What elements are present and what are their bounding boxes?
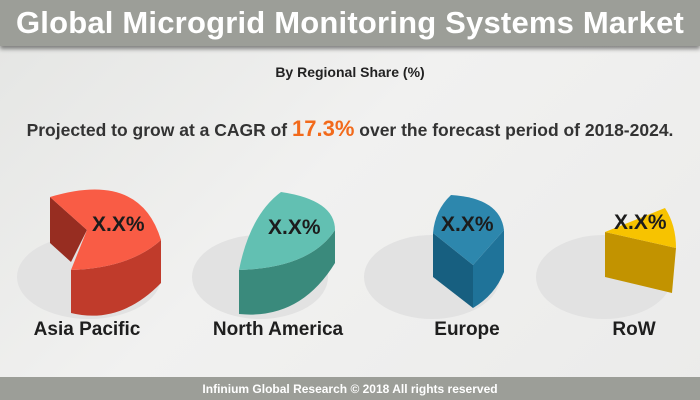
- cagr-statement: Projected to grow at a CAGR of 17.3% ove…: [0, 116, 700, 142]
- share-label-row: X.X%: [614, 211, 667, 234]
- pie-side-right-europe: [473, 230, 504, 308]
- cagr-value: 17.3%: [292, 116, 355, 141]
- pie-cut-asia-pacific: [50, 197, 87, 262]
- pie-top-row: [605, 208, 676, 248]
- pie-top-asia-pacific: [50, 189, 161, 270]
- pie-asia-pacific: [17, 189, 161, 319]
- pie-side-north-america: [239, 230, 335, 315]
- subtitle: By Regional Share (%): [275, 64, 425, 80]
- region-label-north-america: North America: [212, 319, 344, 340]
- pie-side-row: [605, 232, 676, 293]
- pie-side-asia-pacific: [71, 240, 161, 316]
- pie-north-america: [192, 192, 335, 319]
- pie-top-europe: [433, 195, 504, 265]
- pie-side-left-europe: [433, 233, 473, 308]
- share-label-asia-pacific: X.X%: [92, 213, 145, 236]
- pie-europe: [364, 195, 504, 319]
- page-title: Global Microgrid Monitoring Systems Mark…: [15, 5, 685, 40]
- pie-row: [536, 208, 676, 319]
- region-label-europe: Europe: [434, 319, 500, 340]
- share-label-north-america: X.X%: [268, 216, 321, 239]
- region-label-row: RoW: [612, 319, 656, 340]
- region-label-asia-pacific: Asia Pacific: [33, 319, 141, 340]
- title-bar: Global Microgrid Monitoring Systems Mark…: [0, 0, 700, 46]
- pie-top-north-america: [239, 192, 335, 270]
- cagr-prefix: Projected to grow at a CAGR of: [26, 120, 293, 140]
- footer-copyright: Infinium Global Research © 2018 All righ…: [0, 377, 700, 400]
- cagr-suffix: over the forecast period of 2018-2024.: [354, 120, 674, 140]
- share-label-europe: X.X%: [441, 213, 494, 236]
